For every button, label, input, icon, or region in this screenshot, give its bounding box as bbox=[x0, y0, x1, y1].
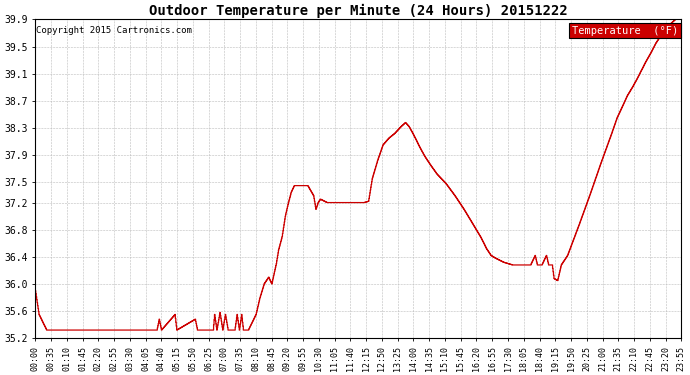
Text: Copyright 2015 Cartronics.com: Copyright 2015 Cartronics.com bbox=[36, 26, 192, 35]
Title: Outdoor Temperature per Minute (24 Hours) 20151222: Outdoor Temperature per Minute (24 Hours… bbox=[149, 4, 568, 18]
Text: Temperature  (°F): Temperature (°F) bbox=[572, 26, 678, 36]
